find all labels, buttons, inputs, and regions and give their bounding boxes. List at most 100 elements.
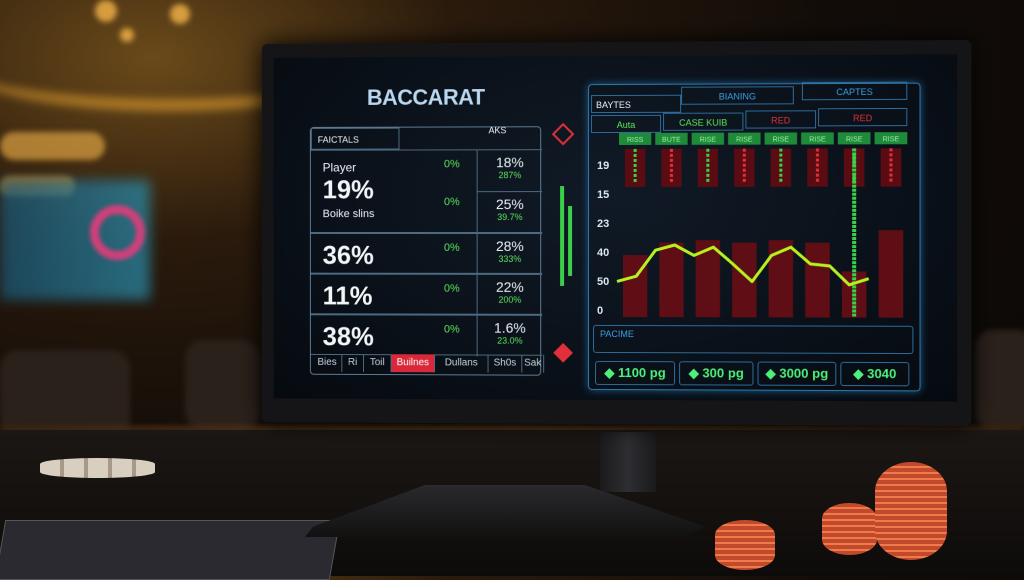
column-label: RISE <box>809 136 826 143</box>
column-label-bg <box>874 132 908 145</box>
row-mid: 0% <box>443 241 460 254</box>
chandelier <box>0 132 105 160</box>
y-tick-label: 15 <box>597 189 609 201</box>
bar <box>732 242 757 318</box>
top-bar <box>734 148 755 187</box>
y-tick-label: 23 <box>597 218 609 230</box>
row-right: 1.6% <box>494 319 526 336</box>
pacime-section: PACIME <box>593 324 914 355</box>
row-value: 38% <box>322 321 374 352</box>
y-tick-label: 19 <box>597 160 609 172</box>
column-label-bg <box>728 132 761 145</box>
header-captes: CAPTES <box>801 81 908 101</box>
row-value: 36% <box>322 239 374 270</box>
subheader: RED <box>745 110 817 129</box>
subheader: CASE KUIB <box>663 112 744 131</box>
y-tick-label: 0 <box>597 305 603 317</box>
bar <box>805 242 830 318</box>
top-bar <box>807 148 828 187</box>
header-right: AKS <box>488 125 507 136</box>
top-bar <box>624 148 645 187</box>
row-mid: 0% <box>443 282 460 295</box>
top-bar <box>843 148 865 187</box>
column-label: BUTE <box>662 137 681 144</box>
amount-button[interactable]: ◆ 300 pg <box>679 361 754 386</box>
row-right: 18% <box>495 154 524 171</box>
column-label-bg <box>618 132 651 145</box>
monitor-stand <box>600 432 656 492</box>
row-value: 19% <box>322 174 374 205</box>
screen: BACCARAT FAICTALS AKS Player 19% Boike s… <box>273 54 958 402</box>
row-right: 22% <box>495 278 524 295</box>
column-label: RISE <box>700 137 717 144</box>
top-bar <box>880 148 902 187</box>
row-mid: 0% <box>443 158 460 171</box>
tab-3[interactable]: Builnes <box>391 354 436 373</box>
column-label: RISS <box>627 137 644 144</box>
table-row: 36% 0% 28% 333% <box>310 233 543 275</box>
column-label-bg <box>837 132 871 145</box>
bokeh-light <box>170 4 190 24</box>
row-mid: 0% <box>443 323 460 336</box>
indicator-bar <box>568 206 573 276</box>
poker-chips <box>715 520 775 570</box>
chair <box>185 340 260 430</box>
row-right-sub: 200% <box>498 294 522 305</box>
y-tick-label: 40 <box>597 247 609 259</box>
row-value: 11% <box>322 280 373 311</box>
column-label: RISE <box>846 136 863 143</box>
poker-chips <box>875 462 947 560</box>
tab-5[interactable]: Sh0s <box>488 354 523 373</box>
top-bar <box>697 148 719 187</box>
tab-2[interactable]: Toil <box>363 354 392 373</box>
indicator-bar <box>560 186 565 286</box>
column-label-bg <box>655 132 688 145</box>
header-bianing: BIANING <box>681 86 794 105</box>
table-row: Player 19% Boike slins 0% 0% 18% 287% 25… <box>310 149 543 234</box>
header-baytes: BAYTES <box>591 94 682 114</box>
bar <box>878 230 904 318</box>
diamond-icon <box>551 122 575 146</box>
bokeh-light <box>120 28 134 42</box>
diamond-icon <box>553 342 573 363</box>
page-title: BACCARAT <box>366 84 485 110</box>
y-tick-label: 50 <box>597 276 609 288</box>
amount-button[interactable]: ◆ 3000 pg <box>757 361 837 386</box>
odds-panel: FAICTALS AKS Player 19% Boike slins 0% 0… <box>309 125 545 376</box>
row-right-sub: 287% <box>498 170 522 181</box>
background-ring <box>90 205 145 260</box>
amount-button[interactable]: ◆ 1100 pg <box>595 360 676 386</box>
column-label-bg <box>764 132 798 145</box>
tab-4[interactable]: Dullans <box>435 354 489 373</box>
header-left: FAICTALS <box>310 127 400 150</box>
card <box>0 520 341 580</box>
row-label: Player <box>322 160 357 175</box>
column-label-bg <box>801 132 834 145</box>
row-right-sub: 23.0% <box>497 335 523 346</box>
row-sublabel: Boike slins <box>322 208 375 221</box>
row-right-sub: 333% <box>498 253 522 264</box>
trend-chart: RISS BUTE RISE RISE RISE RISE RISE RISE 19 15 23 40… <box>597 132 908 322</box>
top-bar <box>770 148 792 187</box>
column-label-bg <box>691 132 725 145</box>
bokeh-light <box>95 0 117 22</box>
tab-1[interactable]: Ri <box>342 354 364 372</box>
column-label: RISE <box>883 136 900 143</box>
column-label: RISE <box>773 136 790 143</box>
tab-6[interactable]: Sak <box>522 354 545 373</box>
row-right: 25% <box>495 196 524 213</box>
section-label: PACIME <box>600 328 634 340</box>
amount-button[interactable]: ◆ 3040 <box>840 361 910 387</box>
chair <box>975 330 1024 430</box>
row-mid: 0% <box>443 196 460 209</box>
monitor: BACCARAT FAICTALS AKS Player 19% Boike s… <box>261 40 972 426</box>
tab-0[interactable]: Bies <box>312 353 343 372</box>
bar <box>659 242 684 318</box>
table-row: 11% 0% 22% 200% <box>310 273 543 316</box>
bar <box>841 271 867 318</box>
top-bar <box>661 148 682 187</box>
trends-panel: BAYTES BIANING CAPTES Auta CASE KUIB RED… <box>588 81 921 392</box>
row-right-sub: 39.7% <box>497 212 523 223</box>
row-right: 28% <box>495 237 524 254</box>
column-label: RISE <box>736 137 753 144</box>
